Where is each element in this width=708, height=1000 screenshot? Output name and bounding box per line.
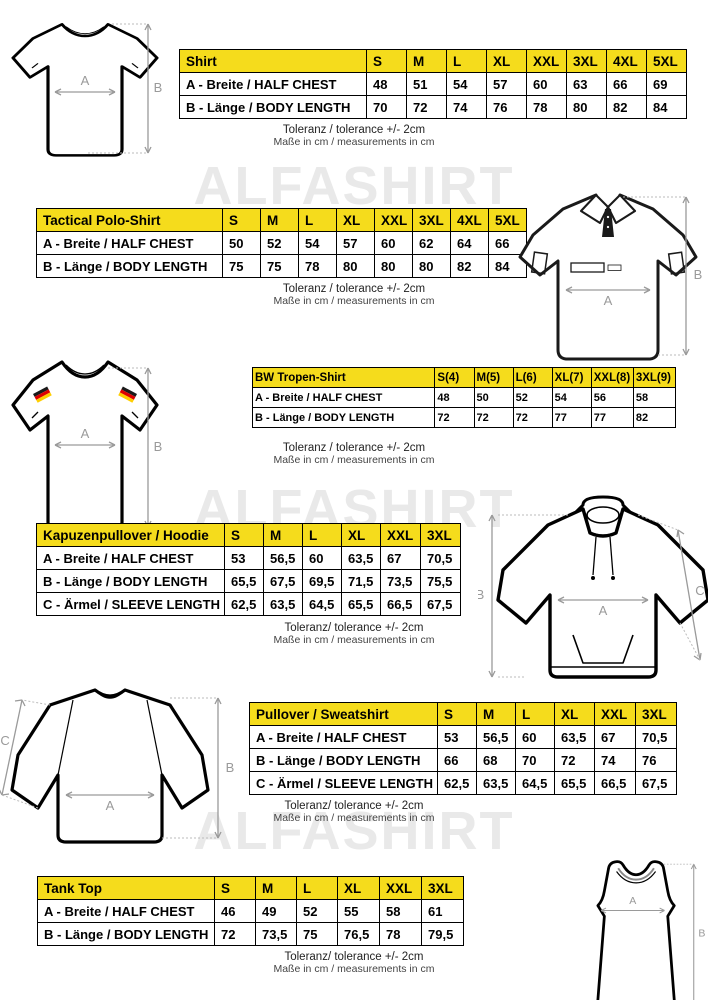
svg-text:A: A (604, 293, 613, 308)
svg-text:C: C (0, 733, 9, 748)
svg-text:B: B (478, 587, 484, 602)
svg-text:B: B (154, 80, 163, 95)
svg-text:A: A (81, 426, 90, 441)
svg-text:B: B (694, 267, 703, 282)
svg-text:B: B (698, 928, 705, 940)
svg-text:B: B (154, 439, 163, 454)
svg-text:A: A (106, 798, 115, 813)
svg-text:A: A (599, 603, 608, 618)
svg-text:A: A (629, 895, 637, 907)
svg-text:C: C (695, 583, 704, 598)
svg-text:B: B (226, 760, 235, 775)
svg-text:A: A (81, 73, 90, 88)
